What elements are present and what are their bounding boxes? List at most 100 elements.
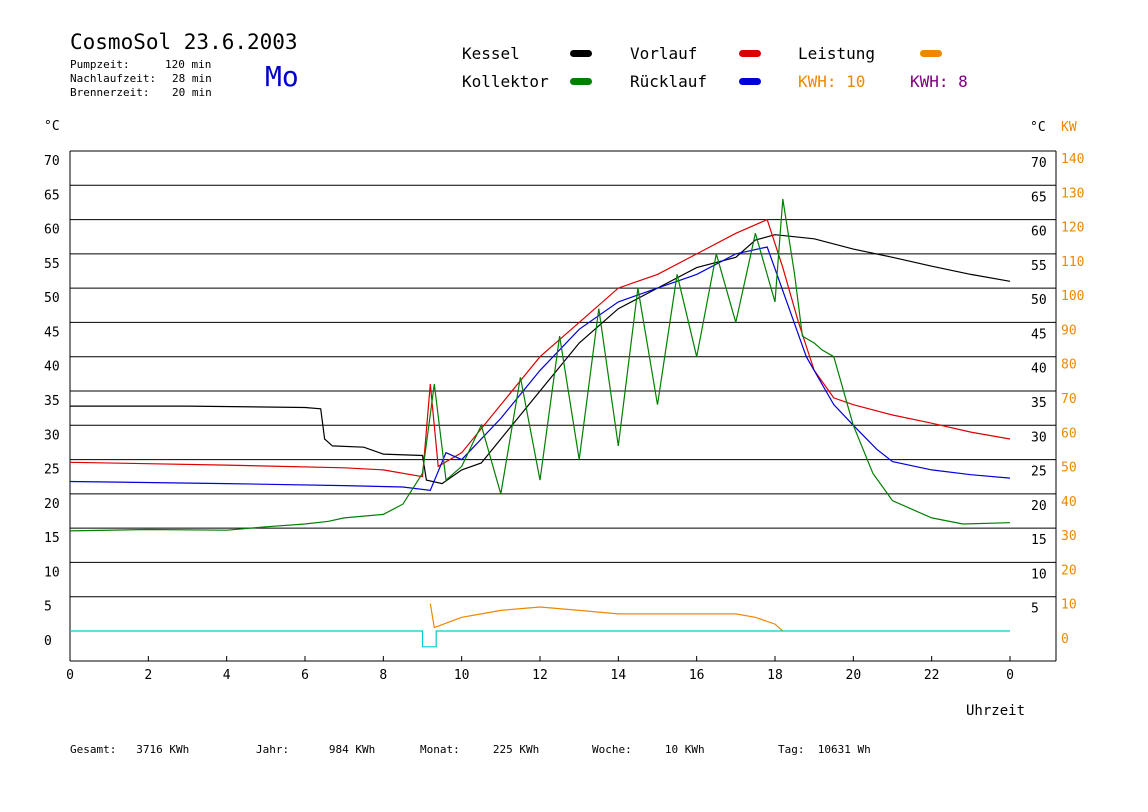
legend-kessel-swatch: [570, 50, 592, 57]
y-tick-label-right: 50: [1031, 293, 1047, 308]
y-tick-label-left: 60: [44, 223, 60, 238]
param-pumpzeit-label: Pumpzeit:: [70, 58, 130, 71]
legend-vorlauf-swatch: [739, 50, 761, 57]
footer-gesamt-value: 3716 KWh: [136, 743, 190, 756]
weekday-label: Mo: [265, 60, 299, 93]
y-tick-label-kw: 120: [1061, 221, 1084, 236]
legend-kwh1-value: 10: [846, 72, 866, 91]
y-tick-label-kw: 20: [1061, 563, 1077, 578]
y-tick-label-left: 45: [44, 325, 60, 340]
legend-leistung-swatch: [920, 50, 942, 57]
y-tick-label-left: 10: [44, 565, 60, 580]
y-axis-label-right: °C: [1030, 120, 1046, 135]
x-axis-label: Uhrzeit: [966, 703, 1025, 719]
y-tick-label-left: 55: [44, 257, 60, 272]
y-tick-label-left: 65: [44, 188, 60, 203]
y-tick-label-left: 50: [44, 291, 60, 306]
y-tick-label-kw: 140: [1061, 152, 1084, 167]
param-pumpzeit-value: 120 min: [165, 58, 212, 71]
y-tick-label-left: 30: [44, 428, 60, 443]
y-tick-label-right: 55: [1031, 259, 1047, 274]
y-tick-label-kw: 10: [1061, 598, 1077, 613]
y-tick-label-kw: 60: [1061, 426, 1077, 441]
x-tick-label: 2: [144, 668, 152, 683]
x-tick-label: 6: [301, 668, 309, 683]
legend-kwh2-value: 8: [958, 72, 968, 91]
legend-kwh2-label: KWH:: [910, 72, 949, 91]
y-tick-label-kw: 40: [1061, 495, 1077, 510]
footer-monat-label: Monat:: [420, 743, 460, 756]
y-tick-label-right: 65: [1031, 190, 1047, 205]
y-tick-label-right: 20: [1031, 499, 1047, 514]
x-tick-label: 8: [379, 668, 387, 683]
param-nachlaufzeit-label: Nachlaufzeit:: [70, 72, 157, 85]
y-tick-label-left: 20: [44, 497, 60, 512]
y-axis-label-right-kw: KW: [1061, 120, 1077, 135]
y-tick-label-right: 25: [1031, 465, 1047, 480]
y-tick-label-kw: 70: [1061, 392, 1077, 407]
footer-tag: Tag: 10631 Wh: [778, 743, 871, 756]
chart-tick-labels: 0 2 4 6 8 10 12 14 16 18 20 22 005101520253035404550…: [44, 152, 1084, 683]
footer-woche-label: Woche:: [592, 743, 632, 756]
x-tick-label: 0: [1006, 668, 1014, 683]
legend-leistung: Leistung: [798, 44, 876, 63]
param-brennerzeit-value: 20 min: [172, 86, 212, 99]
x-tick-label: 22: [924, 668, 940, 683]
y-tick-label-kw: 30: [1061, 529, 1077, 544]
y-tick-label-left: 70: [44, 154, 60, 169]
y-tick-label-right: 15: [1031, 533, 1047, 548]
y-tick-label-right: 10: [1031, 567, 1047, 582]
series-ruecklauf: [69, 246, 1011, 492]
legend-kwh1: KWH: 10: [798, 72, 865, 91]
x-tick-label: 14: [611, 668, 627, 683]
y-tick-label-right: 40: [1031, 362, 1047, 377]
param-brennerzeit-label: Brennerzeit:: [70, 86, 150, 99]
y-axis-label-left: °C: [44, 119, 60, 134]
x-tick-label: 16: [689, 668, 705, 683]
x-tick-label: 0: [66, 668, 74, 683]
y-tick-label-right: 5: [1031, 602, 1039, 617]
x-tick-label: 20: [846, 668, 862, 683]
series-brenner: [70, 630, 1010, 648]
legend-ruecklauf: Rücklauf: [630, 72, 708, 91]
legend-kollektor: Kollektor: [462, 72, 549, 91]
footer-monat-value: 225 KWh: [492, 743, 540, 756]
y-tick-label-left: 40: [44, 360, 60, 375]
legend-vorlauf: Vorlauf: [630, 44, 698, 63]
y-tick-label-right: 60: [1031, 225, 1047, 240]
footer-gesamt: Gesamt: 3716 KWh: [70, 743, 189, 756]
series-vorlauf: [69, 218, 1011, 478]
footer-gesamt-label: Gesamt:: [70, 743, 117, 756]
y-tick-label-kw: 110: [1061, 255, 1084, 270]
chart-series: [69, 198, 1011, 648]
x-tick-label: 10: [454, 668, 470, 683]
footer-jahr: Jahr: 984 KWh: [256, 743, 375, 756]
y-tick-label-right: 45: [1031, 327, 1047, 342]
y-tick-label-left: 15: [44, 531, 60, 546]
y-tick-label-kw: 0: [1061, 632, 1069, 647]
y-tick-label-left: 35: [44, 394, 60, 409]
legend-kollektor-swatch: [570, 78, 592, 85]
footer-woche-value: 10 KWh: [664, 743, 705, 756]
legend-kwh1-label: KWH:: [798, 72, 837, 91]
y-tick-label-left: 25: [44, 463, 60, 478]
footer-monat: Monat: 225 KWh: [420, 743, 539, 756]
y-tick-label-right: 35: [1031, 396, 1047, 411]
y-tick-label-right: 30: [1031, 430, 1047, 445]
x-tick-label: 18: [767, 668, 783, 683]
y-tick-label-right: 70: [1031, 156, 1047, 171]
series-kollektor: [69, 198, 1011, 532]
legend-kwh2: KWH: 8: [910, 72, 968, 91]
footer-tag-value: 10631 Wh: [817, 743, 871, 756]
footer-woche: Woche: 10 KWh: [592, 743, 705, 756]
param-nachlaufzeit-value: 28 min: [172, 72, 212, 85]
legend-ruecklauf-swatch: [739, 78, 761, 85]
y-tick-label-kw: 50: [1061, 461, 1077, 476]
series-leistung: [429, 603, 784, 632]
x-tick-label: 12: [532, 668, 548, 683]
y-tick-label-kw: 130: [1061, 186, 1084, 201]
y-tick-label-kw: 90: [1061, 323, 1077, 338]
y-tick-label-left: 5: [44, 600, 52, 615]
y-tick-label-kw: 100: [1061, 289, 1084, 304]
